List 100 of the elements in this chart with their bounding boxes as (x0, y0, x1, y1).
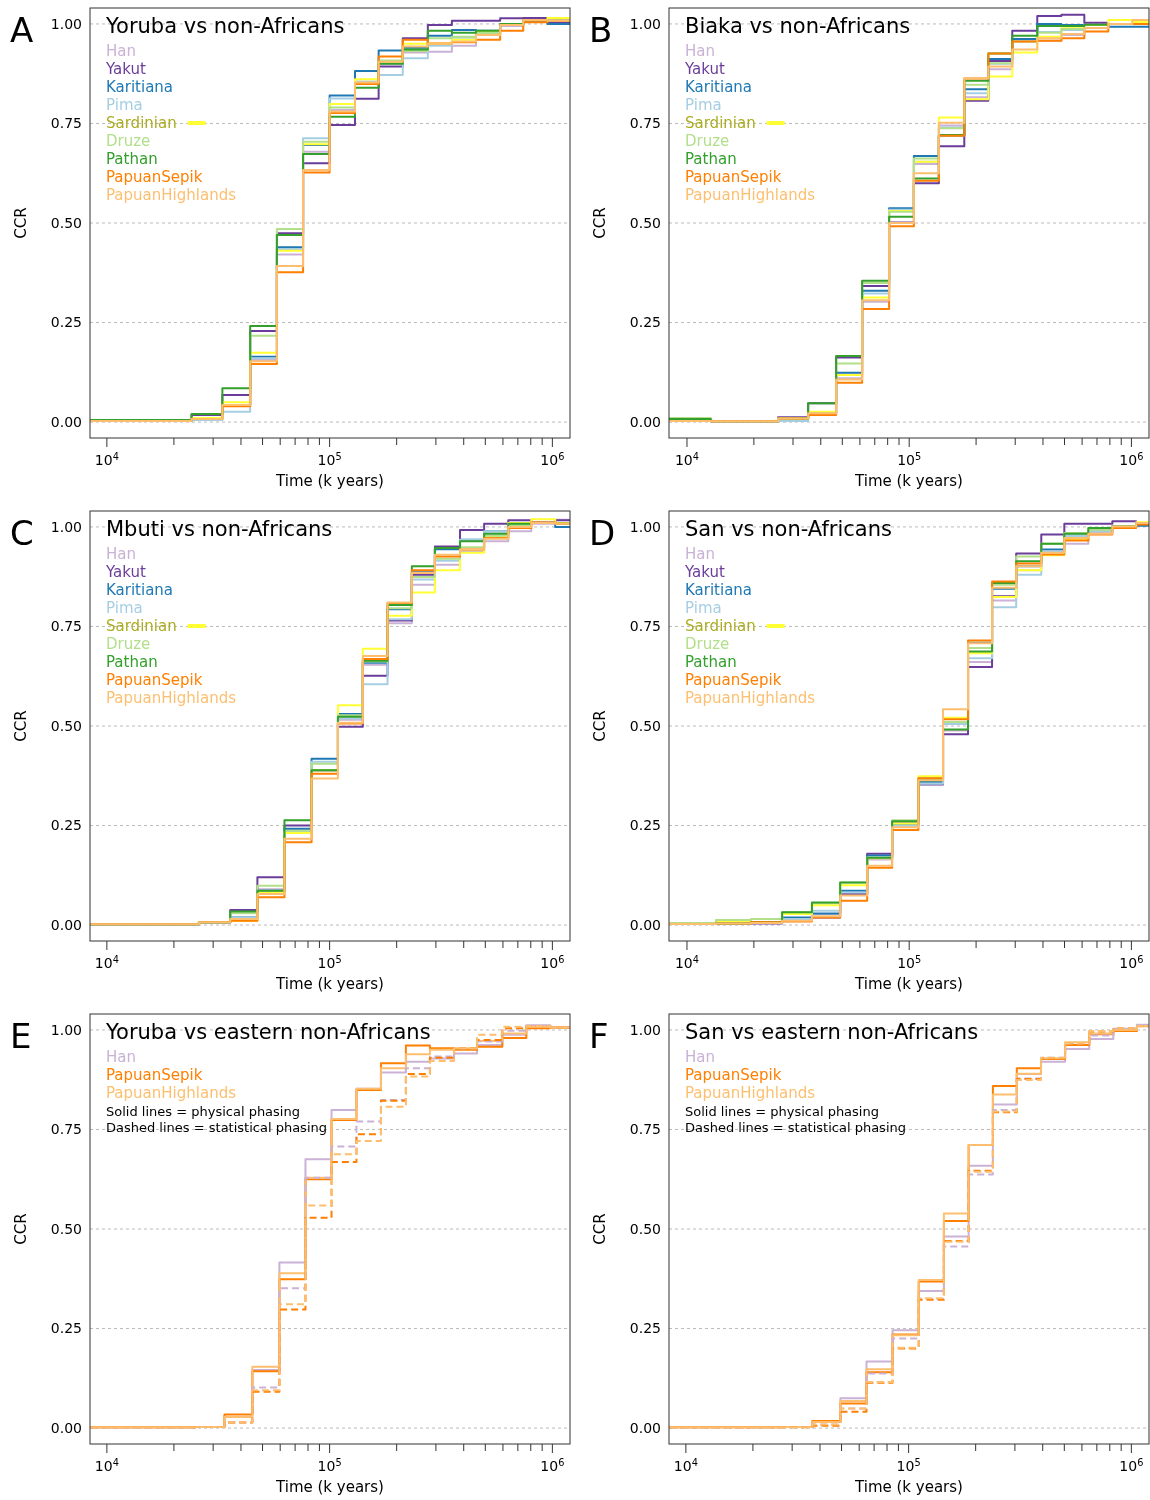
y-tick-label: 0.75 (50, 1121, 82, 1138)
y-axis-title: CCR (591, 207, 609, 239)
text: Karitiana (106, 581, 174, 599)
legend-label: Sardinian (685, 114, 756, 132)
text: C (10, 513, 34, 553)
text: PapuanHighlands (106, 1084, 237, 1102)
x-tick-label: 10$^{4}$ (94, 1456, 119, 1474)
text: Han (685, 42, 715, 60)
text: PapuanSepik (685, 1066, 782, 1084)
y-tick-label: 0.25 (629, 1320, 661, 1337)
text: Karitiana (685, 581, 753, 599)
text: PapuanSepik (106, 168, 203, 186)
text: PapuanSepik (106, 1066, 203, 1084)
x-tick-label: 10$^{6}$ (1119, 1456, 1144, 1474)
text: Pathan (685, 150, 737, 168)
text: Pathan (106, 653, 158, 671)
chart-title: San vs non-Africans (685, 517, 892, 541)
text: PapuanSepik (685, 168, 782, 186)
x-tick-label: 10$^{4}$ (94, 450, 119, 468)
text: Karitiana (685, 78, 753, 96)
y-tick-label: 1.00 (629, 1021, 661, 1038)
x-tick-label: 10$^{4}$ (674, 450, 700, 468)
legend-label: Sardinian (685, 617, 756, 635)
text: Yakut (684, 60, 726, 78)
chart-title: Biaka vs non-Africans (685, 14, 911, 38)
x-tick-label: 10$^{6}$ (1119, 450, 1144, 468)
text: Yakut (105, 563, 147, 581)
y-tick-label: 0.50 (50, 1220, 82, 1237)
legend-label: Sardinian (106, 617, 177, 635)
text: Pima (106, 599, 143, 617)
annotation: Dashed lines = statistical phasing (685, 1120, 906, 1135)
y-tick-label: 0.50 (50, 214, 82, 231)
x-tick-label: 10$^{4}$ (94, 953, 119, 971)
x-tick-label: 10$^{6}$ (540, 953, 565, 971)
annotation: Solid lines = physical phasing (106, 1104, 300, 1119)
y-tick-label: 0.75 (50, 115, 82, 132)
x-tick-label: 10$^{6}$ (540, 1456, 565, 1474)
y-tick-label: 0.25 (50, 314, 82, 331)
text: Han (685, 545, 715, 563)
x-tick-label: 10$^{5}$ (897, 450, 922, 468)
x-tick-label: 10$^{5}$ (317, 1456, 342, 1474)
y-tick-label: 1.00 (50, 518, 82, 535)
y-axis-title: CCR (591, 710, 609, 742)
text: Druze (106, 635, 151, 653)
x-axis-title: Time (k years) (854, 472, 963, 490)
text: Han (106, 42, 136, 60)
y-tick-label: 0.75 (50, 618, 82, 635)
y-tick-label: 0.00 (50, 413, 82, 430)
chart-title: Mbuti vs non-Africans (106, 517, 333, 541)
y-tick-label: 1.00 (629, 15, 661, 32)
y-tick-label: 0.00 (50, 916, 82, 933)
y-tick-label: 1.00 (50, 1021, 82, 1038)
text: Pima (685, 599, 722, 617)
x-tick-label: 10$^{5}$ (317, 953, 342, 971)
text: PapuanHighlands (106, 186, 237, 204)
text: Han (685, 1048, 715, 1066)
text: PapuanHighlands (685, 186, 816, 204)
y-tick-label: 0.00 (629, 916, 661, 933)
text: D (589, 513, 616, 553)
x-axis-title: Time (k years) (854, 1478, 963, 1496)
y-tick-label: 0.25 (50, 817, 82, 834)
chart-title: Yoruba vs eastern non-Africans (105, 1020, 431, 1044)
text: Pathan (685, 653, 737, 671)
x-axis-title: Time (k years) (854, 975, 963, 993)
x-axis-title: Time (k years) (275, 472, 384, 490)
y-tick-label: 0.00 (50, 1419, 82, 1436)
text: A (10, 10, 34, 50)
y-tick-label: 0.75 (629, 1121, 661, 1138)
text: F (589, 1016, 609, 1056)
y-tick-label: 0.50 (629, 1220, 661, 1237)
text: B (589, 10, 613, 50)
x-axis-title: Time (k years) (275, 975, 384, 993)
y-axis-title: CCR (12, 207, 30, 239)
annotation: Dashed lines = statistical phasing (106, 1120, 327, 1135)
x-tick-label: 10$^{5}$ (896, 1456, 921, 1474)
y-tick-label: 0.75 (629, 618, 661, 635)
x-tick-label: 10$^{6}$ (1119, 953, 1144, 971)
text: Druze (106, 132, 151, 150)
y-axis-title: CCR (12, 1213, 30, 1245)
y-tick-label: 0.25 (629, 314, 661, 331)
text: Druze (685, 635, 730, 653)
x-tick-label: 10$^{5}$ (317, 450, 342, 468)
y-axis-title: CCR (12, 710, 30, 742)
annotation: Solid lines = physical phasing (685, 1104, 879, 1119)
text: Han (106, 545, 136, 563)
x-tick-label: 10$^{4}$ (674, 953, 700, 971)
x-tick-label: 10$^{5}$ (897, 953, 922, 971)
text: Yakut (105, 60, 147, 78)
text: PapuanSepik (685, 671, 782, 689)
y-tick-label: 0.00 (629, 1419, 661, 1436)
text: PapuanHighlands (106, 689, 237, 707)
text: Pima (106, 96, 143, 114)
y-tick-label: 0.25 (50, 1320, 82, 1337)
y-tick-label: 0.75 (629, 115, 661, 132)
y-tick-label: 0.50 (629, 717, 661, 734)
text: Druze (685, 132, 730, 150)
y-axis-title: CCR (591, 1213, 609, 1245)
y-tick-label: 0.50 (629, 214, 661, 231)
text: Han (106, 1048, 136, 1066)
text: Pathan (106, 150, 158, 168)
